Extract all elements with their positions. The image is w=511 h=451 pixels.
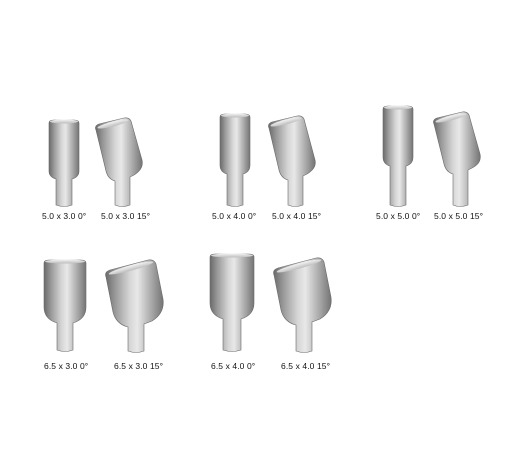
abutment-5.0x5.0-15deg (432, 111, 482, 209)
abutment-5.0x4.0-15deg (267, 115, 317, 209)
abutment-5.0x4.0-0deg (217, 113, 253, 209)
abutment-straight-icon (209, 253, 255, 352)
abutment-label: 6.5 x 3.0 15° (114, 361, 164, 371)
abutment-angled-icon (433, 111, 481, 207)
abutment-straight-icon (382, 105, 414, 207)
abutment-angled-icon (105, 259, 164, 353)
abutment-label: 5.0 x 5.0 15° (434, 211, 484, 221)
abutment-label: 5.0 x 4.0 0° (212, 211, 257, 221)
abutment-label: 5.0 x 4.0 15° (272, 211, 322, 221)
abutment-straight-icon (48, 119, 80, 207)
abutment-6.5x4.0-0deg (207, 253, 257, 354)
abutment-straight-icon (219, 113, 251, 207)
abutment-angled-icon (273, 257, 332, 353)
abutment-6.5x3.0-0deg (41, 259, 89, 354)
abutment-6.5x4.0-15deg (272, 257, 334, 355)
abutment-label: 5.0 x 3.0 15° (101, 211, 151, 221)
abutment-straight-icon (43, 259, 87, 352)
abutment-angled-icon (268, 115, 316, 207)
abutment-5.0x3.0-15deg (94, 117, 144, 209)
abutment-label: 5.0 x 5.0 0° (376, 211, 421, 221)
abutment-5.0x5.0-0deg (380, 105, 416, 209)
abutment-5.0x3.0-0deg (46, 119, 82, 209)
abutment-6.5x3.0-15deg (104, 259, 166, 355)
abutment-label: 6.5 x 4.0 15° (281, 361, 331, 371)
abutment-angled-icon (95, 117, 143, 207)
abutment-label: 6.5 x 4.0 0° (211, 361, 256, 371)
abutment-label: 5.0 x 3.0 0° (42, 211, 87, 221)
abutment-label: 6.5 x 3.0 0° (44, 361, 89, 371)
